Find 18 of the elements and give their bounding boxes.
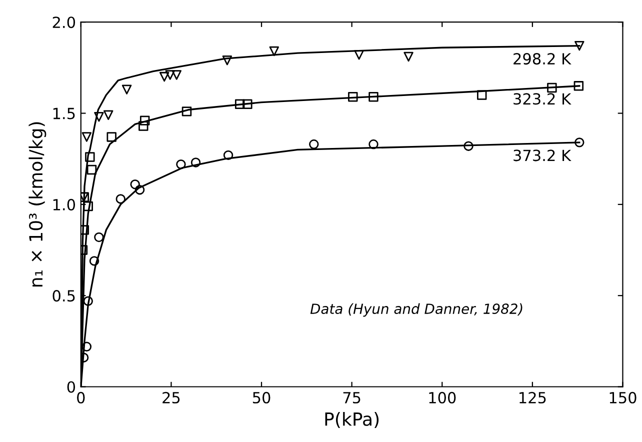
y-tick-label: 1.0 bbox=[53, 198, 76, 210]
x-tick-label: 0 bbox=[77, 392, 85, 404]
series-label: 323.2 K bbox=[514, 93, 572, 105]
x-tick-label: 150 bbox=[610, 392, 636, 404]
y-tick-label: 0 bbox=[67, 381, 76, 393]
y-axis-title: n₁ × 10³ (kmol/kg) bbox=[28, 122, 46, 287]
x-tick-label: 75 bbox=[343, 392, 360, 404]
x-tick-label: 25 bbox=[162, 392, 180, 404]
series-label: 373.2 K bbox=[514, 150, 572, 162]
annotation: Data (Hyun and Danner, 1982) bbox=[310, 303, 522, 317]
x-tick-label: 100 bbox=[429, 392, 456, 404]
series-label: 298.2 K bbox=[514, 53, 572, 65]
x-tick-label: 125 bbox=[520, 392, 546, 404]
x-axis-title: P(kPa) bbox=[325, 412, 379, 428]
y-tick-label: 0.5 bbox=[52, 290, 75, 302]
y-tick-label: 1.5 bbox=[53, 108, 75, 120]
y-tick-label: 2.0 bbox=[52, 16, 76, 28]
x-tick-label: 50 bbox=[252, 392, 270, 404]
